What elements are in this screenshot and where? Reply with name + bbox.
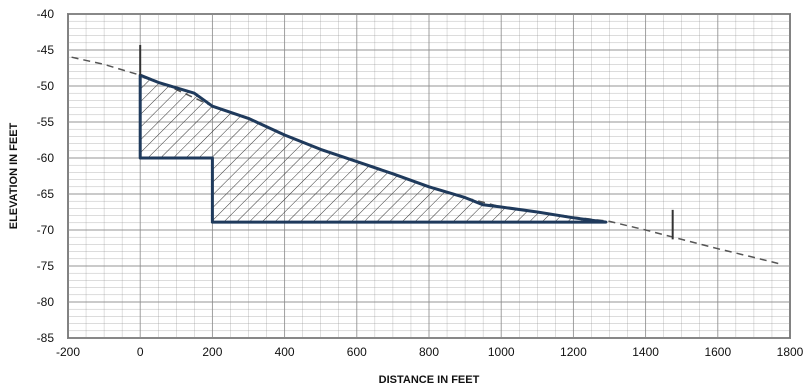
y-tick-label: -85 [37, 331, 55, 345]
data-layer [71, 44, 783, 266]
x-tick-label: 0 [137, 345, 144, 359]
y-axis-title: ELEVATION IN FEET [8, 122, 20, 229]
hatched-area [140, 75, 606, 223]
x-tick-label: 1200 [560, 345, 587, 359]
x-tick-label: 1800 [777, 345, 804, 359]
x-axis-title: DISTANCE IN FEET [379, 374, 480, 386]
x-tick-label: 400 [275, 345, 295, 359]
profile-outline [138, 73, 608, 224]
x-tick-label: 600 [347, 345, 367, 359]
grid [67, 13, 791, 339]
y-tick-label: -70 [37, 223, 55, 237]
x-tick-label: 200 [202, 345, 222, 359]
y-tick-label: -75 [37, 259, 55, 273]
y-tick-label: -65 [37, 187, 55, 201]
x-tick-label: 1600 [704, 345, 731, 359]
y-tick-label: -80 [37, 295, 55, 309]
y-tick-label: -40 [37, 7, 55, 21]
y-tick-label: -45 [37, 43, 55, 57]
tick-labels: -200 0 200 400 600 800 1000 1200 1400 1600 1800 -40… [37, 7, 804, 359]
x-tick-label: -200 [56, 345, 80, 359]
x-tick-label: 800 [419, 345, 439, 359]
x-tick-label: 1400 [632, 345, 659, 359]
y-tick-label: -55 [37, 115, 55, 129]
x-tick-label: 1000 [488, 345, 515, 359]
y-tick-label: -50 [37, 79, 55, 93]
y-tick-label: -60 [37, 151, 55, 165]
